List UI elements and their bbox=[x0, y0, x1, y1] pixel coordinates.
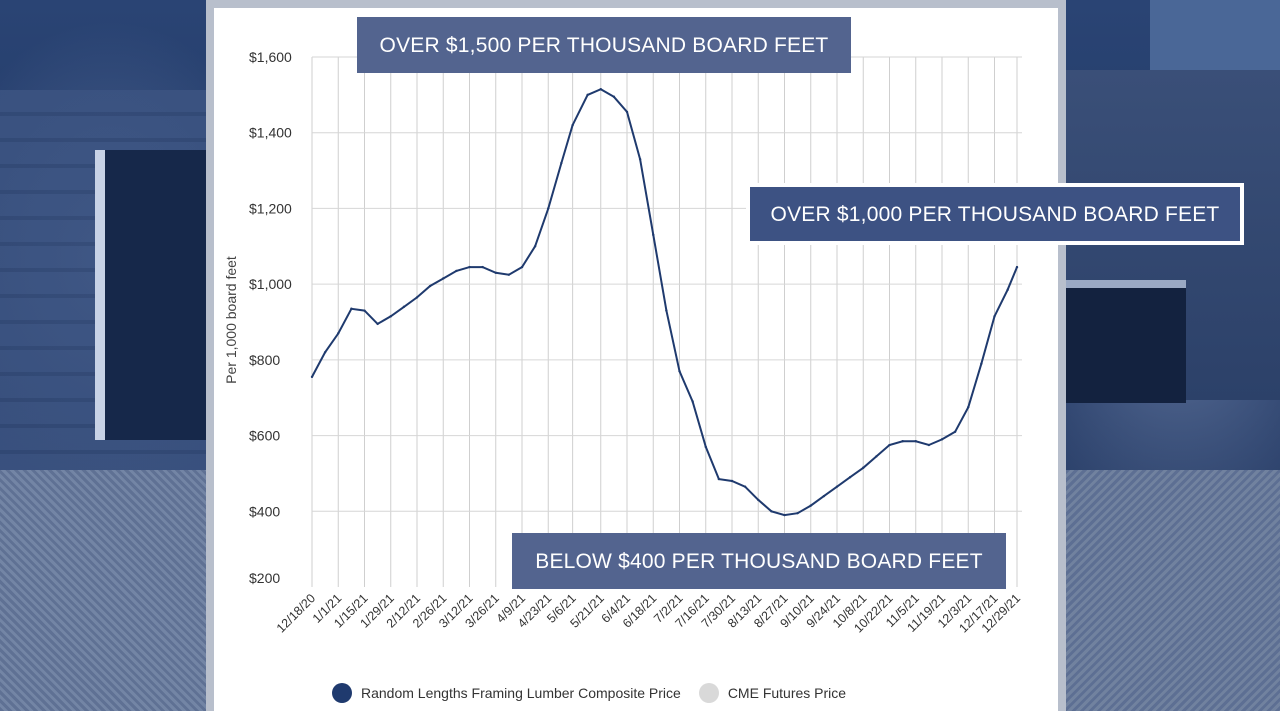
data-point bbox=[415, 296, 419, 299]
garage-right bbox=[1066, 280, 1186, 403]
data-point bbox=[363, 309, 366, 312]
data-point bbox=[571, 123, 574, 127]
callout-year-end: OVER $1,000 PER THOUSAND BOARD FEET bbox=[746, 183, 1244, 245]
ground-right bbox=[1066, 470, 1280, 711]
data-point bbox=[547, 207, 550, 210]
house-door-left bbox=[95, 150, 215, 440]
data-point bbox=[888, 443, 891, 447]
data-point bbox=[822, 494, 826, 498]
data-point bbox=[967, 405, 970, 409]
data-point bbox=[743, 485, 747, 488]
data-point bbox=[875, 455, 878, 458]
data-point bbox=[691, 400, 694, 403]
data-point bbox=[796, 511, 799, 515]
data-point bbox=[901, 440, 904, 443]
data-point bbox=[652, 233, 655, 237]
series-line-composite-price bbox=[311, 88, 1018, 517]
data-point bbox=[835, 485, 839, 488]
data-point bbox=[1006, 288, 1009, 292]
y-tick-label: $800 bbox=[249, 352, 280, 368]
data-point bbox=[730, 479, 734, 483]
data-point bbox=[678, 370, 681, 373]
legend-label-futures: CME Futures Price bbox=[727, 685, 847, 701]
callout-peak: OVER $1,500 PER THOUSAND BOARD FEET bbox=[357, 17, 851, 73]
legend-swatch-composite bbox=[332, 683, 352, 703]
data-point bbox=[625, 110, 629, 114]
vertical-gridlines bbox=[311, 57, 1018, 587]
legend-label-composite: Random Lengths Framing Lumber Composite … bbox=[361, 685, 681, 701]
y-tick-label: $600 bbox=[249, 428, 280, 444]
data-point bbox=[704, 445, 707, 449]
data-point bbox=[402, 305, 406, 309]
x-axis-tick-labels: 12/18/201/1/211/15/211/29/212/12/212/26/… bbox=[274, 591, 1023, 635]
data-point bbox=[1015, 265, 1019, 269]
legend-item-composite: Random Lengths Framing Lumber Composite … bbox=[332, 683, 681, 703]
data-point bbox=[481, 265, 484, 269]
data-point bbox=[520, 265, 524, 269]
data-point bbox=[717, 477, 721, 481]
data-point bbox=[376, 322, 379, 326]
data-point bbox=[323, 351, 327, 354]
chart-legend: Random Lengths Framing Lumber Composite … bbox=[332, 683, 854, 703]
data-point bbox=[337, 332, 340, 335]
data-point bbox=[862, 466, 865, 469]
data-point bbox=[507, 273, 511, 276]
y-axis-label: Per 1,000 board feet bbox=[223, 256, 239, 384]
data-point bbox=[533, 245, 537, 248]
y-tick-label: $1,000 bbox=[249, 276, 292, 292]
data-point bbox=[757, 498, 760, 502]
data-point bbox=[428, 284, 432, 288]
data-point bbox=[560, 161, 563, 165]
data-point bbox=[940, 438, 944, 441]
data-point bbox=[586, 93, 589, 97]
data-point bbox=[468, 265, 471, 269]
data-point bbox=[980, 362, 983, 365]
y-tick-label: $200 bbox=[249, 570, 280, 586]
legend-swatch-futures bbox=[698, 683, 719, 703]
y-tick-label: $400 bbox=[249, 503, 280, 519]
data-point bbox=[927, 443, 931, 447]
data-point bbox=[389, 315, 392, 318]
data-point bbox=[599, 87, 602, 91]
data-point bbox=[455, 269, 458, 273]
data-point bbox=[638, 158, 642, 161]
data-point bbox=[848, 476, 852, 479]
data-point bbox=[770, 510, 773, 513]
legend-item-futures: CME Futures Price bbox=[698, 683, 847, 703]
data-point bbox=[809, 504, 812, 507]
y-tick-label: $1,200 bbox=[249, 200, 292, 216]
callout-low: BELOW $400 PER THOUSAND BOARD FEET bbox=[512, 533, 1006, 589]
data-point bbox=[665, 309, 668, 312]
data-point bbox=[914, 440, 917, 443]
data-point bbox=[783, 513, 786, 517]
data-point bbox=[310, 375, 314, 379]
data-point bbox=[494, 271, 497, 274]
ground-left bbox=[0, 470, 210, 711]
data-point bbox=[993, 315, 996, 318]
y-tick-label: $1,600 bbox=[249, 49, 292, 65]
data-point bbox=[350, 307, 353, 310]
y-tick-label: $1,400 bbox=[249, 125, 292, 141]
data-point bbox=[612, 95, 616, 98]
y-axis-tick-labels: $200 $400 $600 $800 $1,000 $1,200 $1,400 $1,600 bbox=[249, 49, 292, 586]
data-point bbox=[953, 430, 957, 433]
series-points bbox=[310, 87, 1019, 517]
data-point bbox=[442, 277, 445, 280]
